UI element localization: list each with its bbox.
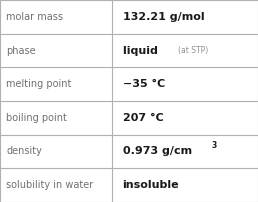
Text: −35 °C: −35 °C <box>123 79 165 89</box>
Text: 0.973 g/cm: 0.973 g/cm <box>123 146 192 157</box>
Text: boiling point: boiling point <box>6 113 67 123</box>
Text: (at STP): (at STP) <box>178 46 208 55</box>
Text: density: density <box>6 146 42 157</box>
Text: 3: 3 <box>212 141 217 150</box>
Text: 132.21 g/mol: 132.21 g/mol <box>123 12 204 22</box>
Text: solubility in water: solubility in water <box>6 180 94 190</box>
Text: melting point: melting point <box>6 79 72 89</box>
Text: insoluble: insoluble <box>123 180 179 190</box>
Text: 207 °C: 207 °C <box>123 113 163 123</box>
Text: molar mass: molar mass <box>6 12 63 22</box>
Text: liquid: liquid <box>123 45 165 56</box>
Text: phase: phase <box>6 45 36 56</box>
